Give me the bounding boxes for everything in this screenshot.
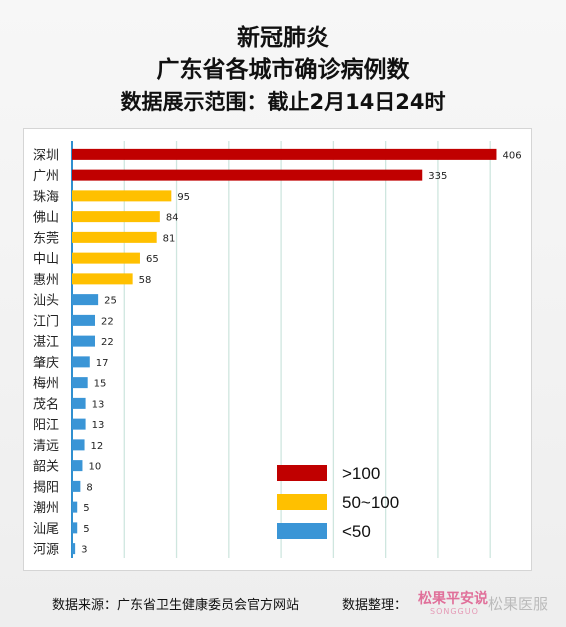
value-label: 13 <box>92 420 105 431</box>
bar <box>72 190 172 202</box>
category-label: 东莞 <box>33 231 59 246</box>
bar <box>72 480 81 492</box>
title-line-3: 数据展示范围：截止2月14日24时 <box>120 90 446 114</box>
bar <box>72 543 76 555</box>
brand-logo: 松果平安说 <box>418 591 488 607</box>
bar <box>72 273 133 285</box>
category-label: 汕尾 <box>33 522 59 537</box>
bar <box>72 356 90 368</box>
bar <box>72 335 96 347</box>
bar <box>72 231 157 243</box>
bar <box>72 148 497 160</box>
category-label: 珠海 <box>33 190 59 205</box>
bar <box>72 169 423 181</box>
category-label: 深圳 <box>33 148 59 163</box>
value-label: 84 <box>166 213 179 224</box>
value-label: 13 <box>92 399 105 410</box>
value-label: 3 <box>81 545 87 556</box>
value-label: 25 <box>104 296 117 307</box>
footer-compiler: 数据整理： <box>342 598 408 613</box>
value-label: 5 <box>83 524 89 535</box>
category-label: 河源 <box>33 543 59 558</box>
category-label: 揭阳 <box>33 480 59 495</box>
bar <box>72 377 88 389</box>
category-label: 阳江 <box>33 418 59 433</box>
category-label: 江门 <box>33 314 59 329</box>
bar <box>72 418 86 430</box>
value-label: 5 <box>83 503 89 514</box>
title-line-2: 广东省各城市确诊病例数 <box>156 57 410 83</box>
bar <box>72 252 140 264</box>
bar <box>72 460 83 472</box>
bar <box>72 211 160 223</box>
value-label: 8 <box>86 482 92 493</box>
legend-swatch <box>277 523 327 539</box>
bar <box>72 522 78 534</box>
legend-swatch <box>277 465 327 481</box>
category-label: 湛江 <box>33 335 59 350</box>
category-label: 惠州 <box>33 273 59 288</box>
value-label: 95 <box>177 192 190 203</box>
category-label: 清远 <box>33 439 59 454</box>
bar <box>72 397 86 409</box>
brand-name: 松果医服 <box>488 595 549 613</box>
value-label: 406 <box>502 150 521 161</box>
legend-label: <50 <box>342 522 371 541</box>
value-label: 10 <box>88 462 101 473</box>
category-label: 潮州 <box>33 501 59 516</box>
bar <box>72 314 96 326</box>
category-label: 汕头 <box>33 294 59 309</box>
category-label: 茂名 <box>33 396 59 412</box>
category-label: 梅州 <box>33 377 59 392</box>
legend-label: >100 <box>342 464 380 483</box>
category-label: 韶关 <box>33 459 59 475</box>
bar <box>72 294 99 306</box>
chart-frame: 深圳 406 广州 335 珠海 95 佛山 84 东莞 81 中山 65 惠州 58 汕头 25 江门 22 湛江… <box>23 128 532 571</box>
legend-swatch <box>277 494 327 510</box>
bar <box>72 501 78 513</box>
category-label: 肇庆 <box>33 356 59 371</box>
value-label: 15 <box>94 379 107 390</box>
value-label: 65 <box>146 254 159 265</box>
value-label: 58 <box>139 275 152 286</box>
value-label: 17 <box>96 358 109 369</box>
bar <box>72 439 85 451</box>
category-label: 佛山 <box>33 211 59 226</box>
category-label: 广州 <box>33 169 59 184</box>
value-label: 12 <box>91 441 104 452</box>
category-label: 中山 <box>33 252 59 267</box>
value-label: 22 <box>101 337 114 348</box>
footer-source: 数据来源：广东省卫生健康委员会官方网站 <box>52 598 300 613</box>
brand-logo-sub: SONGGUO <box>430 607 479 616</box>
title-block: 新冠肺炎 广东省各城市确诊病例数 数据展示范围：截止2月14日24时 <box>0 22 566 118</box>
title-line-1: 新冠肺炎 <box>237 25 329 51</box>
legend-label: 50~100 <box>342 493 399 512</box>
value-label: 22 <box>101 316 114 327</box>
value-label: 335 <box>428 171 447 182</box>
value-label: 81 <box>163 233 176 244</box>
